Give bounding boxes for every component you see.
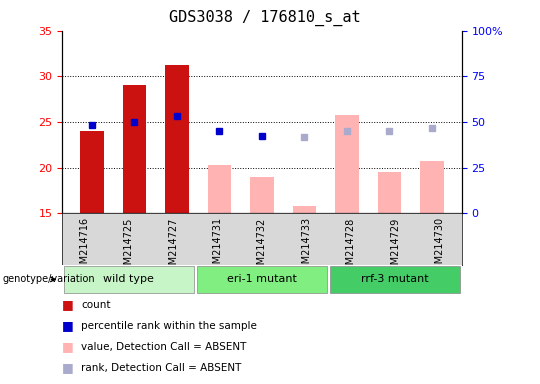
Bar	[330, 266, 460, 293]
Bar	[420, 161, 443, 213]
Text: wild type: wild type	[103, 274, 154, 285]
Text: GSM214730: GSM214730	[435, 217, 444, 276]
Text: ■: ■	[62, 298, 74, 311]
Bar	[208, 165, 231, 213]
Text: GDS3038 / 176810_s_at: GDS3038 / 176810_s_at	[169, 10, 360, 26]
Text: genotype/variation: genotype/variation	[3, 274, 96, 285]
Text: ■: ■	[62, 361, 74, 374]
Text: rank, Detection Call = ABSENT: rank, Detection Call = ABSENT	[81, 363, 241, 373]
Text: ■: ■	[62, 340, 74, 353]
Bar	[335, 115, 359, 213]
Bar	[165, 65, 188, 213]
Bar	[64, 266, 193, 293]
Text: eri-1 mutant: eri-1 mutant	[227, 274, 297, 285]
Text: value, Detection Call = ABSENT: value, Detection Call = ABSENT	[81, 342, 246, 352]
Text: percentile rank within the sample: percentile rank within the sample	[81, 321, 257, 331]
Text: GSM214731: GSM214731	[213, 217, 222, 276]
Bar	[197, 266, 327, 293]
Text: GSM214728: GSM214728	[346, 217, 356, 276]
Bar	[123, 86, 146, 213]
Bar	[80, 131, 104, 213]
Bar	[377, 172, 401, 213]
FancyArrowPatch shape	[51, 277, 55, 281]
Bar	[250, 177, 274, 213]
Text: GSM214716: GSM214716	[79, 217, 89, 276]
Text: rrf-3 mutant: rrf-3 mutant	[361, 274, 429, 285]
Text: GSM214725: GSM214725	[124, 217, 134, 276]
Bar	[293, 206, 316, 213]
Text: GSM214733: GSM214733	[301, 217, 311, 276]
Text: count: count	[81, 300, 111, 310]
Text: GSM214729: GSM214729	[390, 217, 400, 276]
Text: GSM214727: GSM214727	[168, 217, 178, 276]
Text: GSM214732: GSM214732	[257, 217, 267, 276]
Text: ■: ■	[62, 319, 74, 332]
